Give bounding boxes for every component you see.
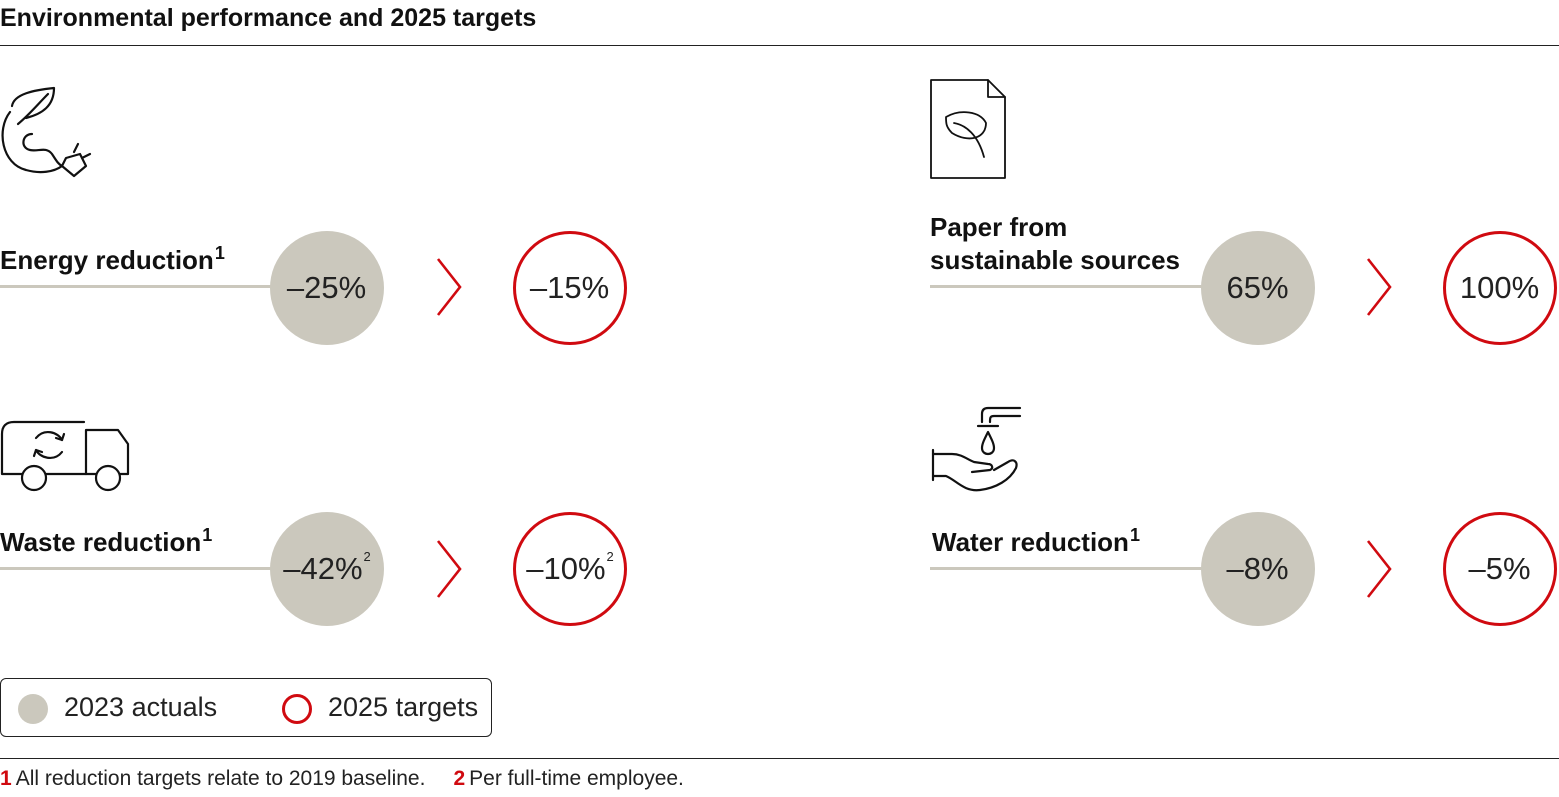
water-tap-hand-icon [931, 406, 1022, 492]
footnote-marker: 1 [202, 525, 213, 545]
metric-underline [930, 567, 1205, 570]
legend: 2023 actuals 2025 targets [0, 678, 492, 737]
page-title: Environmental performance and 2025 targe… [0, 4, 537, 32]
chevron-right-icon [1366, 258, 1392, 316]
chevron-right-icon [436, 258, 462, 316]
legend-actual-label: 2023 actuals [64, 692, 218, 722]
target-value: –5% [1468, 551, 1531, 586]
actual-value: 65% [1226, 270, 1289, 305]
actual-value: –42% [283, 551, 363, 586]
metric-name-line1: Paper from [930, 212, 1068, 242]
metric-underline [0, 567, 275, 570]
legend-target-swatch [282, 694, 312, 724]
legend-target-label: 2025 targets [328, 692, 479, 722]
legend-actual-swatch [18, 694, 48, 724]
target-circle-paper: 100% [1443, 231, 1557, 345]
chevron-right-icon [1366, 540, 1392, 598]
footnotes: 1 All reduction targets relate to 2019 ba… [0, 767, 684, 791]
metric-name: Water reduction [932, 527, 1129, 557]
leaf-plug-icon [1, 86, 92, 178]
target-value: 100% [1459, 270, 1540, 305]
footnote-marker: 1 [214, 243, 225, 263]
metric-name-line2: sustainable sources [930, 245, 1180, 275]
metric-name: Waste reduction [0, 527, 202, 557]
footnote-marker: 1 [1129, 525, 1140, 545]
target-value: –15% [529, 270, 610, 305]
target-circle-energy: –15% [513, 231, 627, 345]
footnote-2-number: 2 [453, 767, 466, 790]
actual-circle-energy: –25% [270, 231, 384, 345]
title-divider [0, 45, 1559, 46]
metric-name: Energy reduction [0, 245, 214, 275]
actual-value: –8% [1226, 551, 1289, 586]
target-value: –10% [526, 551, 606, 586]
actual-circle-water: –8% [1201, 512, 1315, 626]
metric-label-paper: Paper from sustainable sources [930, 211, 1180, 277]
footnote-divider [0, 758, 1559, 759]
footnote-1-number: 1 [0, 767, 12, 790]
chevron-right-icon [436, 540, 462, 598]
paper-leaf-icon [930, 79, 1006, 179]
target-circle-water: –5% [1443, 512, 1557, 626]
recycling-truck-icon [0, 420, 130, 492]
footnote-1-text: All reduction targets relate to 2019 bas… [15, 767, 426, 790]
footnote-2-text: Per full-time employee. [469, 767, 684, 790]
actual-circle-paper: 65% [1201, 231, 1315, 345]
metric-label-water: Water reduction1 [932, 526, 1140, 559]
actual-value: –25% [286, 270, 367, 305]
metric-underline [0, 285, 275, 288]
metric-underline [930, 285, 1205, 288]
metric-label-waste: Waste reduction1 [0, 526, 212, 559]
metric-label-energy: Energy reduction1 [0, 244, 225, 277]
target-circle-waste: –10% 2 [513, 512, 627, 626]
actual-circle-waste: –42% 2 [270, 512, 384, 626]
